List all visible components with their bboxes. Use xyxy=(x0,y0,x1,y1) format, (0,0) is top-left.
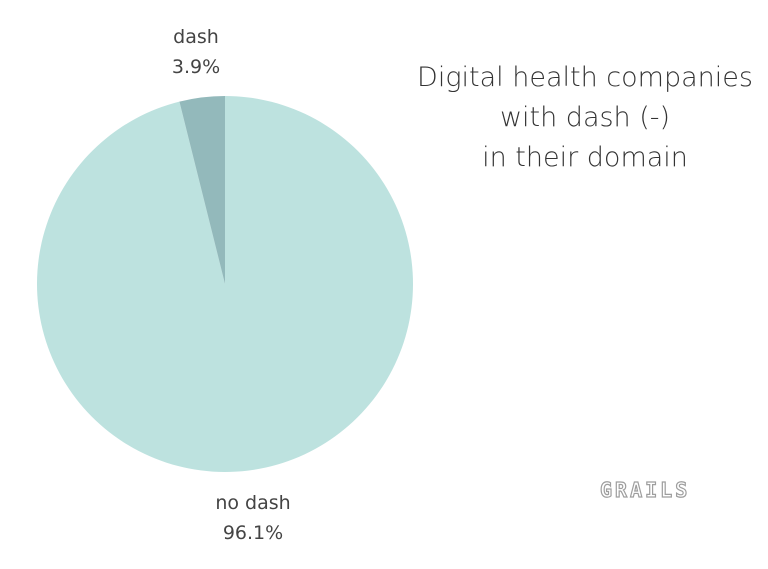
slice-label-dash-value: 3.9% xyxy=(171,56,221,78)
chart-title-line-2: with dash (-) xyxy=(499,102,671,133)
pie-slice-no-dash xyxy=(37,96,414,472)
slice-label-dash: dash 3.9% xyxy=(126,22,266,82)
slice-label-no-dash-name: no dash xyxy=(215,492,291,514)
slice-label-no-dash: no dash 96.1% xyxy=(183,488,323,548)
slice-label-no-dash-value: 96.1% xyxy=(222,522,284,544)
slice-label-dash-name: dash xyxy=(173,26,219,48)
chart-title-line-1: Digital health companies xyxy=(417,62,753,93)
pie-slice-dash xyxy=(179,96,225,284)
chart-title: Digital health companies with dash (-) i… xyxy=(410,58,760,178)
chart-title-line-3: in their domain xyxy=(482,142,688,173)
grails-logo: GRAILS xyxy=(599,477,691,502)
